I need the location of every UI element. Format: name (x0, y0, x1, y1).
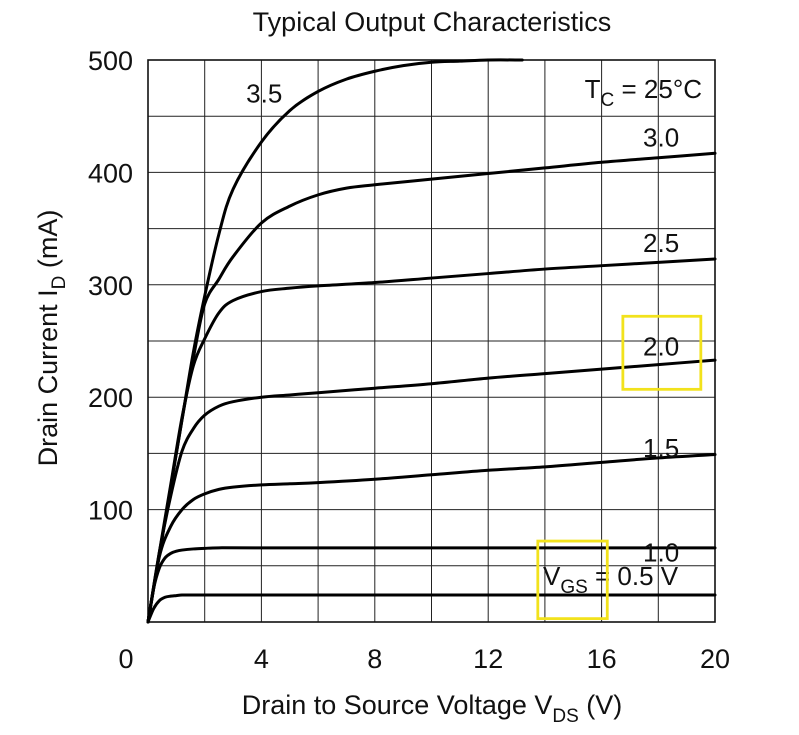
curve-labels: 3.5 3.0 2.5 2.0 1.5 1.0 (246, 79, 679, 568)
annotation-subscript: C (601, 90, 615, 111)
chart-title: Typical Output Characteristics (253, 7, 612, 37)
curve-vgs-1-5 (146, 453, 717, 624)
highlight-box (536, 539, 609, 621)
y-axis-label-main: Drain Current I (33, 289, 63, 466)
vgs-label: VGS = 0.5 V (543, 561, 679, 598)
x-axis-label-subscript: DS (552, 706, 578, 727)
highlight-box (621, 314, 703, 391)
curve-vgs-1-0 (146, 546, 717, 624)
y-axis-label-subscript: D (49, 276, 70, 290)
curve-label: 1.5 (643, 433, 679, 463)
x-axis-label-main: Drain to Source Voltage V (242, 690, 553, 720)
vgs-subscript: GS (560, 577, 587, 598)
x-tick-label: 20 (700, 644, 730, 674)
curve-vgs-2-5 (146, 257, 717, 624)
x-tick-label: 4 (254, 644, 269, 674)
y-tick-label: 400 (88, 158, 133, 188)
curve-label: 1.0 (643, 537, 679, 567)
y-axis-label: Drain Current ID (mA) (33, 210, 70, 467)
temperature-annotation: TC = 25°C (585, 74, 702, 111)
y-tick-label: 200 (88, 383, 133, 413)
highlight-boxes (536, 314, 703, 621)
curve-group (146, 58, 717, 624)
x-tick-label: 16 (587, 644, 617, 674)
plot-frame (147, 59, 716, 623)
curve-label: 3.5 (246, 79, 282, 109)
plot-grid (148, 60, 715, 622)
curve-label: 3.0 (643, 123, 679, 153)
annotation-symbol: T (585, 74, 601, 104)
x-tick-label: 0 (118, 644, 133, 674)
x-tick-label: 8 (367, 644, 382, 674)
curve-label: 2.5 (643, 228, 679, 258)
y-axis-label-unit: (mA) (33, 210, 63, 276)
y-tick-label: 100 (88, 496, 133, 526)
vgs-value: = 0.5 V (588, 561, 679, 591)
y-tick-labels: 100 200 300 400 500 (88, 46, 133, 526)
curve-vgs-2-0 (146, 358, 717, 624)
x-axis-label: Drain to Source Voltage VDS (V) (242, 690, 623, 727)
x-tick-label: 12 (473, 644, 503, 674)
x-tick-labels: 0 4 8 12 16 20 (118, 644, 730, 674)
x-axis-label-unit: (V) (579, 690, 623, 720)
curve-label: 2.0 (643, 332, 679, 362)
y-tick-label: 300 (88, 271, 133, 301)
vgs-symbol: V (543, 561, 561, 591)
annotation-value: = 25°C (614, 74, 702, 104)
y-tick-label: 500 (88, 46, 133, 76)
curve-vgs-0-5 (146, 593, 717, 624)
